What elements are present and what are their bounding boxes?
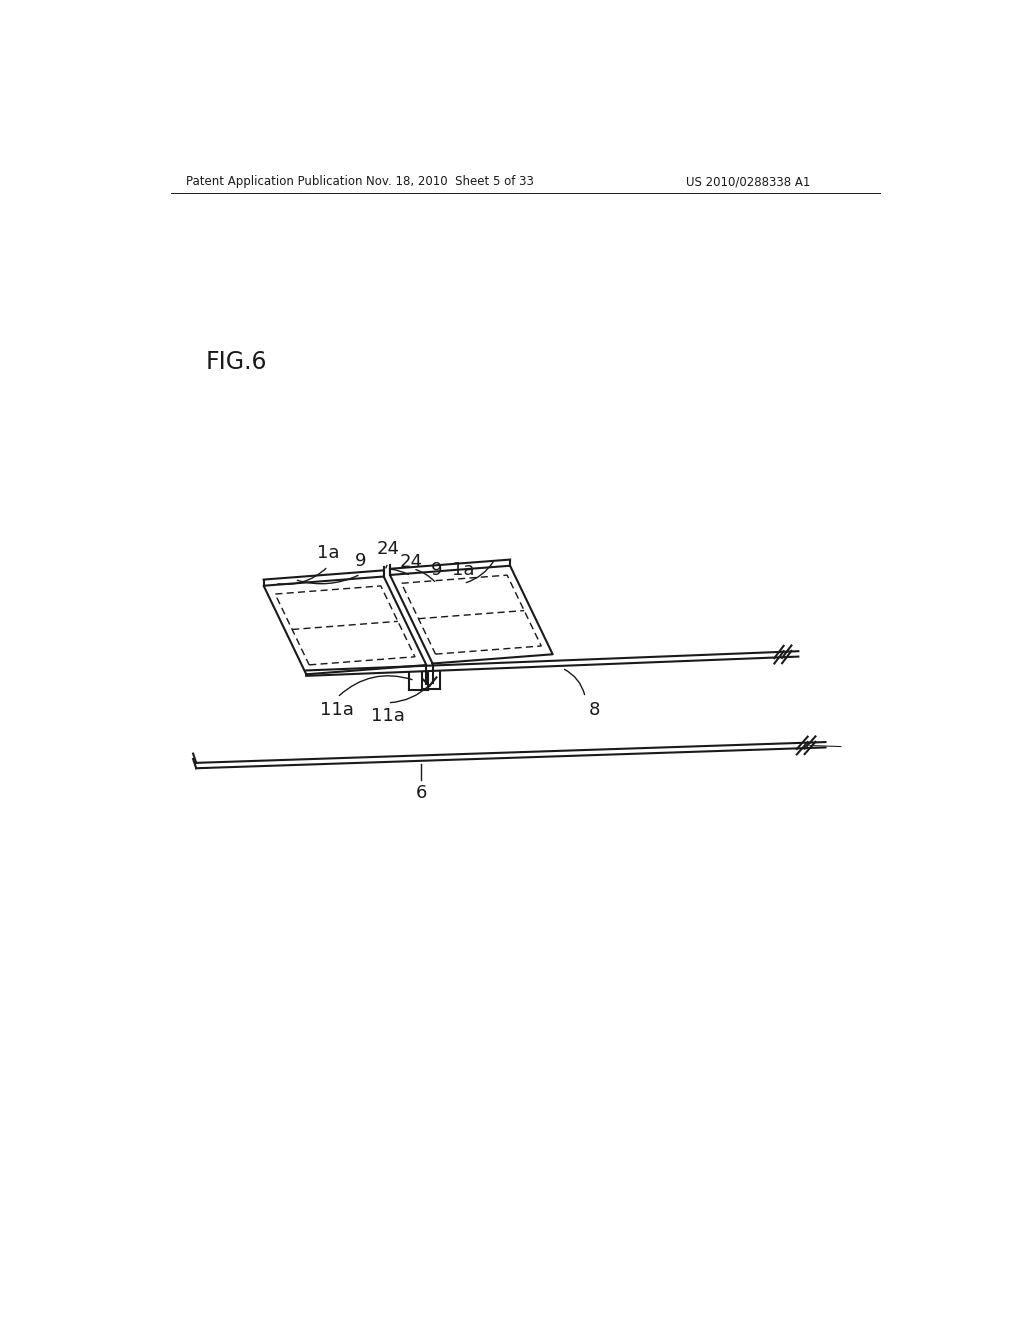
Text: 8: 8 xyxy=(589,701,600,719)
Text: FIG.6: FIG.6 xyxy=(206,350,267,375)
Text: 6: 6 xyxy=(416,784,427,801)
Text: 9: 9 xyxy=(431,561,442,579)
Text: 24: 24 xyxy=(376,540,399,558)
Text: 9: 9 xyxy=(354,552,367,570)
Text: 1a: 1a xyxy=(316,544,339,562)
Text: 24: 24 xyxy=(399,553,422,572)
Text: 11a: 11a xyxy=(321,701,354,719)
Text: US 2010/0288338 A1: US 2010/0288338 A1 xyxy=(686,176,810,187)
Text: Patent Application Publication: Patent Application Publication xyxy=(186,176,362,187)
Text: 11a: 11a xyxy=(371,706,404,725)
Text: Nov. 18, 2010  Sheet 5 of 33: Nov. 18, 2010 Sheet 5 of 33 xyxy=(366,176,534,187)
Text: 1a: 1a xyxy=(453,561,475,579)
